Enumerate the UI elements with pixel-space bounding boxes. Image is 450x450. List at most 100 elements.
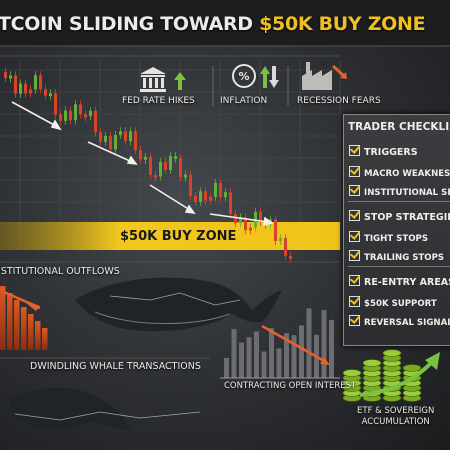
checkbox	[349, 315, 360, 326]
checklist-item: INSTITUTIONAL SELLI	[349, 185, 450, 198]
coin	[402, 364, 422, 372]
svg-text:%: %	[238, 70, 249, 83]
candle-body	[149, 156, 152, 175]
arrow	[320, 357, 330, 365]
checkbox	[349, 185, 360, 196]
chart-grid	[0, 60, 341, 250]
arrow	[359, 360, 434, 397]
outflow-bars	[0, 286, 48, 350]
bar	[14, 300, 20, 350]
checklist-title: TRADER CHECKLIS	[348, 121, 450, 133]
coin-stacks	[342, 349, 422, 402]
title-highlight: $50K BUY ZONE	[259, 13, 426, 35]
driver-label: RECESSION FEARS	[297, 96, 381, 106]
bar	[276, 348, 282, 378]
checklist-text: STOP STRATEGIES	[364, 212, 450, 223]
candle-body	[214, 182, 217, 197]
candle-body	[44, 89, 47, 96]
candle-body	[69, 110, 72, 121]
candle-body	[144, 156, 147, 160]
arrow	[425, 352, 440, 370]
bar	[306, 308, 312, 378]
candle-body	[89, 110, 92, 117]
candlestick-chart	[4, 68, 292, 263]
checklist-item: MACRO WEAKNESS	[349, 166, 450, 179]
candle-body	[239, 216, 242, 224]
candle-body	[119, 131, 122, 136]
checklist-item: TRAILING STOPS	[349, 250, 444, 263]
bar	[21, 307, 27, 350]
candle-body	[174, 156, 177, 160]
checklist-text: RE-ENTRY AREAS	[364, 277, 450, 288]
bar	[246, 337, 252, 378]
factory-icon	[302, 62, 347, 90]
bar	[0, 286, 6, 350]
bank-icon	[140, 67, 186, 92]
checkbox	[349, 166, 360, 177]
checkbox	[349, 296, 360, 307]
candle-body	[34, 75, 37, 90]
candle-body	[4, 72, 7, 78]
candle-body	[194, 195, 197, 202]
checklist-text: REVERSAL SIGNALS	[364, 318, 450, 328]
section-label: ETF & SOVEREIGN ACCUMULATION	[357, 406, 434, 428]
trend-arrows	[11, 101, 274, 227]
bar	[28, 314, 34, 350]
checklist-item: TRIGGERS	[349, 145, 418, 158]
candle-body	[49, 93, 52, 97]
candle-body	[79, 104, 82, 115]
title-bar	[0, 0, 450, 46]
bar	[321, 310, 327, 378]
candle-body	[159, 161, 162, 177]
candle-body	[59, 114, 62, 121]
arrow	[3, 290, 41, 310]
candle-body	[199, 191, 202, 202]
title: TCOIN SLIDING TOWARD $50K BUY ZONE	[0, 13, 426, 35]
candle-body	[189, 174, 192, 196]
candle-body	[224, 192, 227, 198]
checklist-text: INSTITUTIONAL SELLI	[364, 188, 450, 198]
bar	[329, 319, 334, 378]
bar	[269, 328, 274, 378]
candle-body	[54, 93, 57, 115]
coin	[362, 359, 382, 367]
bar	[291, 335, 297, 378]
section-label-line: ACCUMULATION	[361, 417, 430, 427]
inflation-icon: %	[232, 64, 279, 88]
candle-body	[99, 132, 102, 142]
candle-body	[139, 149, 142, 160]
whale	[75, 277, 282, 332]
coin	[382, 349, 402, 357]
bar	[239, 342, 244, 378]
candle-body	[244, 216, 247, 231]
buy-zone-band	[0, 222, 340, 250]
arrow	[261, 324, 327, 364]
checklist-item: REVERSAL SIGNALS	[349, 315, 450, 328]
driver-label: FED RATE HIKES	[122, 96, 195, 106]
candle-body	[24, 83, 27, 94]
checkbox	[349, 210, 360, 221]
separator	[348, 266, 450, 267]
candle-body	[204, 191, 207, 201]
checklist-item: TIGHT STOPS	[349, 231, 428, 244]
checklist-text: MACRO WEAKNESS	[364, 169, 450, 179]
candle-body	[29, 89, 32, 94]
checklist-item: $50K SUPPORT	[349, 296, 437, 309]
checklist-text: TRIGGERS	[364, 147, 418, 158]
checkbox	[349, 250, 360, 261]
candle-body	[164, 161, 167, 171]
checkbox	[349, 275, 360, 286]
checklist-text: $50K SUPPORT	[364, 299, 437, 309]
checkbox	[349, 145, 360, 156]
candle-body	[84, 114, 87, 118]
checklist-text: TRAILING STOPS	[364, 253, 445, 263]
candle-body	[209, 196, 212, 201]
candle-body	[94, 110, 97, 133]
bar	[231, 329, 237, 378]
checklist-text: TIGHT STOPS	[364, 234, 429, 244]
bar	[7, 293, 13, 350]
candle-body	[74, 104, 77, 121]
bar	[42, 328, 48, 350]
